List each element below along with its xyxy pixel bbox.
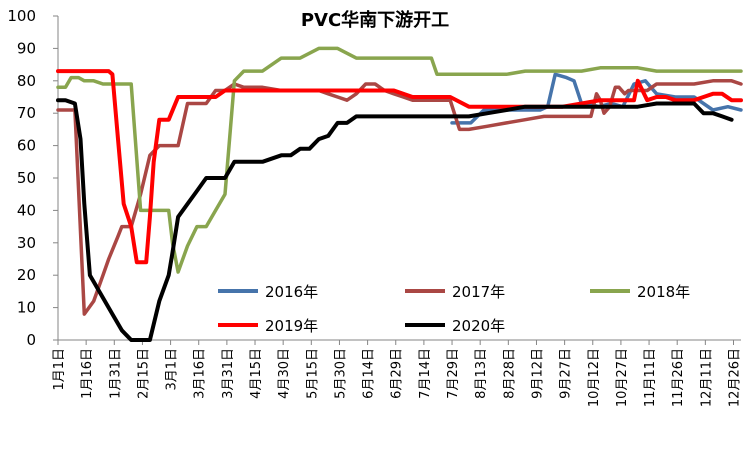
x-tick-label: 9月27日 bbox=[559, 348, 574, 399]
series-line-2017年 bbox=[56, 79, 743, 316]
y-axis-ticks: 0 10 20 30 40 50 60 70 80 90 100 bbox=[7, 7, 58, 349]
x-tick-label: 6月29日 bbox=[390, 348, 405, 399]
series-line-2018年 bbox=[56, 46, 743, 274]
x-tick-label: 7月14日 bbox=[418, 348, 433, 399]
x-tick-label: 8月13日 bbox=[474, 348, 489, 399]
legend-label: 2016年 bbox=[265, 283, 318, 301]
legend-label: 2019年 bbox=[265, 317, 318, 335]
legend-label: 2018年 bbox=[637, 283, 690, 301]
x-tick-label: 1月31日 bbox=[108, 348, 123, 399]
x-tick-label: 3月31日 bbox=[221, 348, 236, 399]
x-tick-label: 4月15日 bbox=[249, 348, 264, 399]
x-tick-label: 12月11日 bbox=[699, 348, 714, 407]
y-tick-label: 70 bbox=[17, 104, 36, 122]
x-tick-label: 6月14日 bbox=[362, 348, 377, 399]
x-tick-label: 12月26日 bbox=[727, 348, 742, 407]
series-lines bbox=[56, 46, 743, 342]
y-tick-label: 30 bbox=[17, 234, 36, 252]
x-tick-label: 3月1日 bbox=[165, 348, 180, 391]
y-tick-label: 90 bbox=[17, 39, 36, 57]
x-tick-label: 3月16日 bbox=[193, 348, 208, 399]
x-tick-label: 1月16日 bbox=[80, 348, 95, 399]
y-tick-label: 40 bbox=[17, 201, 36, 219]
legend: 2016年 2017年 2018年 2019年 2020年 bbox=[218, 283, 690, 335]
chart-title: PVC华南下游开工 bbox=[301, 9, 449, 31]
series-line-2020年 bbox=[56, 98, 734, 342]
x-tick-label: 11月11日 bbox=[643, 348, 658, 407]
y-tick-label: 100 bbox=[7, 7, 36, 25]
x-tick-label: 7月29日 bbox=[446, 348, 461, 399]
x-tick-label: 5月15日 bbox=[305, 348, 320, 399]
y-tick-label: 0 bbox=[26, 331, 36, 349]
y-tick-label: 80 bbox=[17, 72, 36, 90]
x-tick-label: 8月28日 bbox=[502, 348, 517, 399]
x-tick-label: 10月27日 bbox=[615, 348, 630, 407]
y-tick-label: 50 bbox=[17, 169, 36, 187]
x-tick-label: 10月12日 bbox=[587, 348, 602, 407]
legend-label: 2020年 bbox=[452, 317, 505, 335]
x-tick-label: 1月1日 bbox=[52, 348, 67, 391]
x-tick-label: 9月12日 bbox=[530, 348, 545, 399]
y-tick-label: 10 bbox=[17, 299, 36, 317]
y-tick-label: 20 bbox=[17, 266, 36, 284]
series-line-2019年 bbox=[56, 69, 743, 265]
y-tick-label: 60 bbox=[17, 137, 36, 155]
x-tick-label: 11月26日 bbox=[671, 348, 686, 407]
legend-label: 2017年 bbox=[452, 283, 505, 301]
x-tick-label: 4月30日 bbox=[277, 348, 292, 399]
x-axis-ticks: 1月1日 1月16日 1月31日 2月15日 3月1日 3月16日 3月31日 4月15日 4月… bbox=[52, 340, 742, 407]
x-tick-label: 5月30日 bbox=[333, 348, 348, 399]
x-tick-label: 2月15日 bbox=[136, 348, 151, 399]
